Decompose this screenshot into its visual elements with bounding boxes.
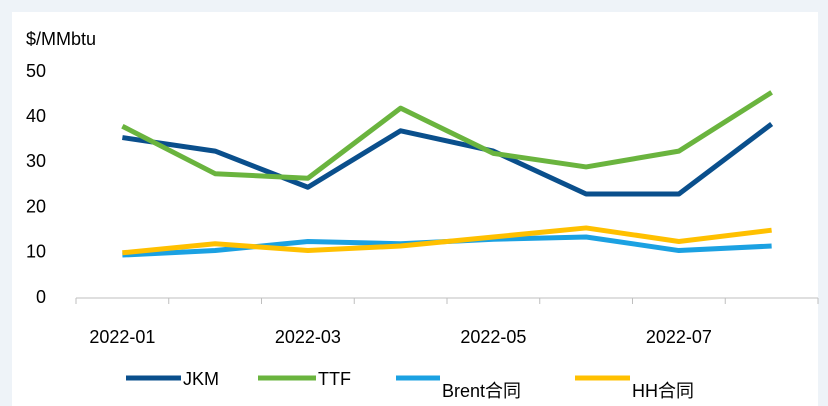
x-tick-label: 2022-01 [89,327,155,347]
line-series [121,90,773,181]
y-tick-label: 50 [26,61,46,81]
y-tick-label: 0 [36,287,46,307]
legend-label: TTF [318,369,351,389]
x-tick-label: 2022-05 [460,327,526,347]
line-series [122,121,774,197]
y-tick-label: 30 [26,151,46,171]
x-tick-label: 2022-07 [646,327,712,347]
y-tick-label: 10 [26,242,46,262]
y-tick-label: 40 [26,106,46,126]
legend-label: HH合同 [632,381,694,401]
x-tick-label: 2022-03 [275,327,341,347]
y-tick-label: 20 [26,196,46,216]
plot-panel [12,12,818,406]
legend-label: JKM [183,369,219,389]
y-axis-label: $/MMbtu [26,29,96,49]
legend-label: Brent合同 [442,381,521,401]
line-series [122,225,772,256]
